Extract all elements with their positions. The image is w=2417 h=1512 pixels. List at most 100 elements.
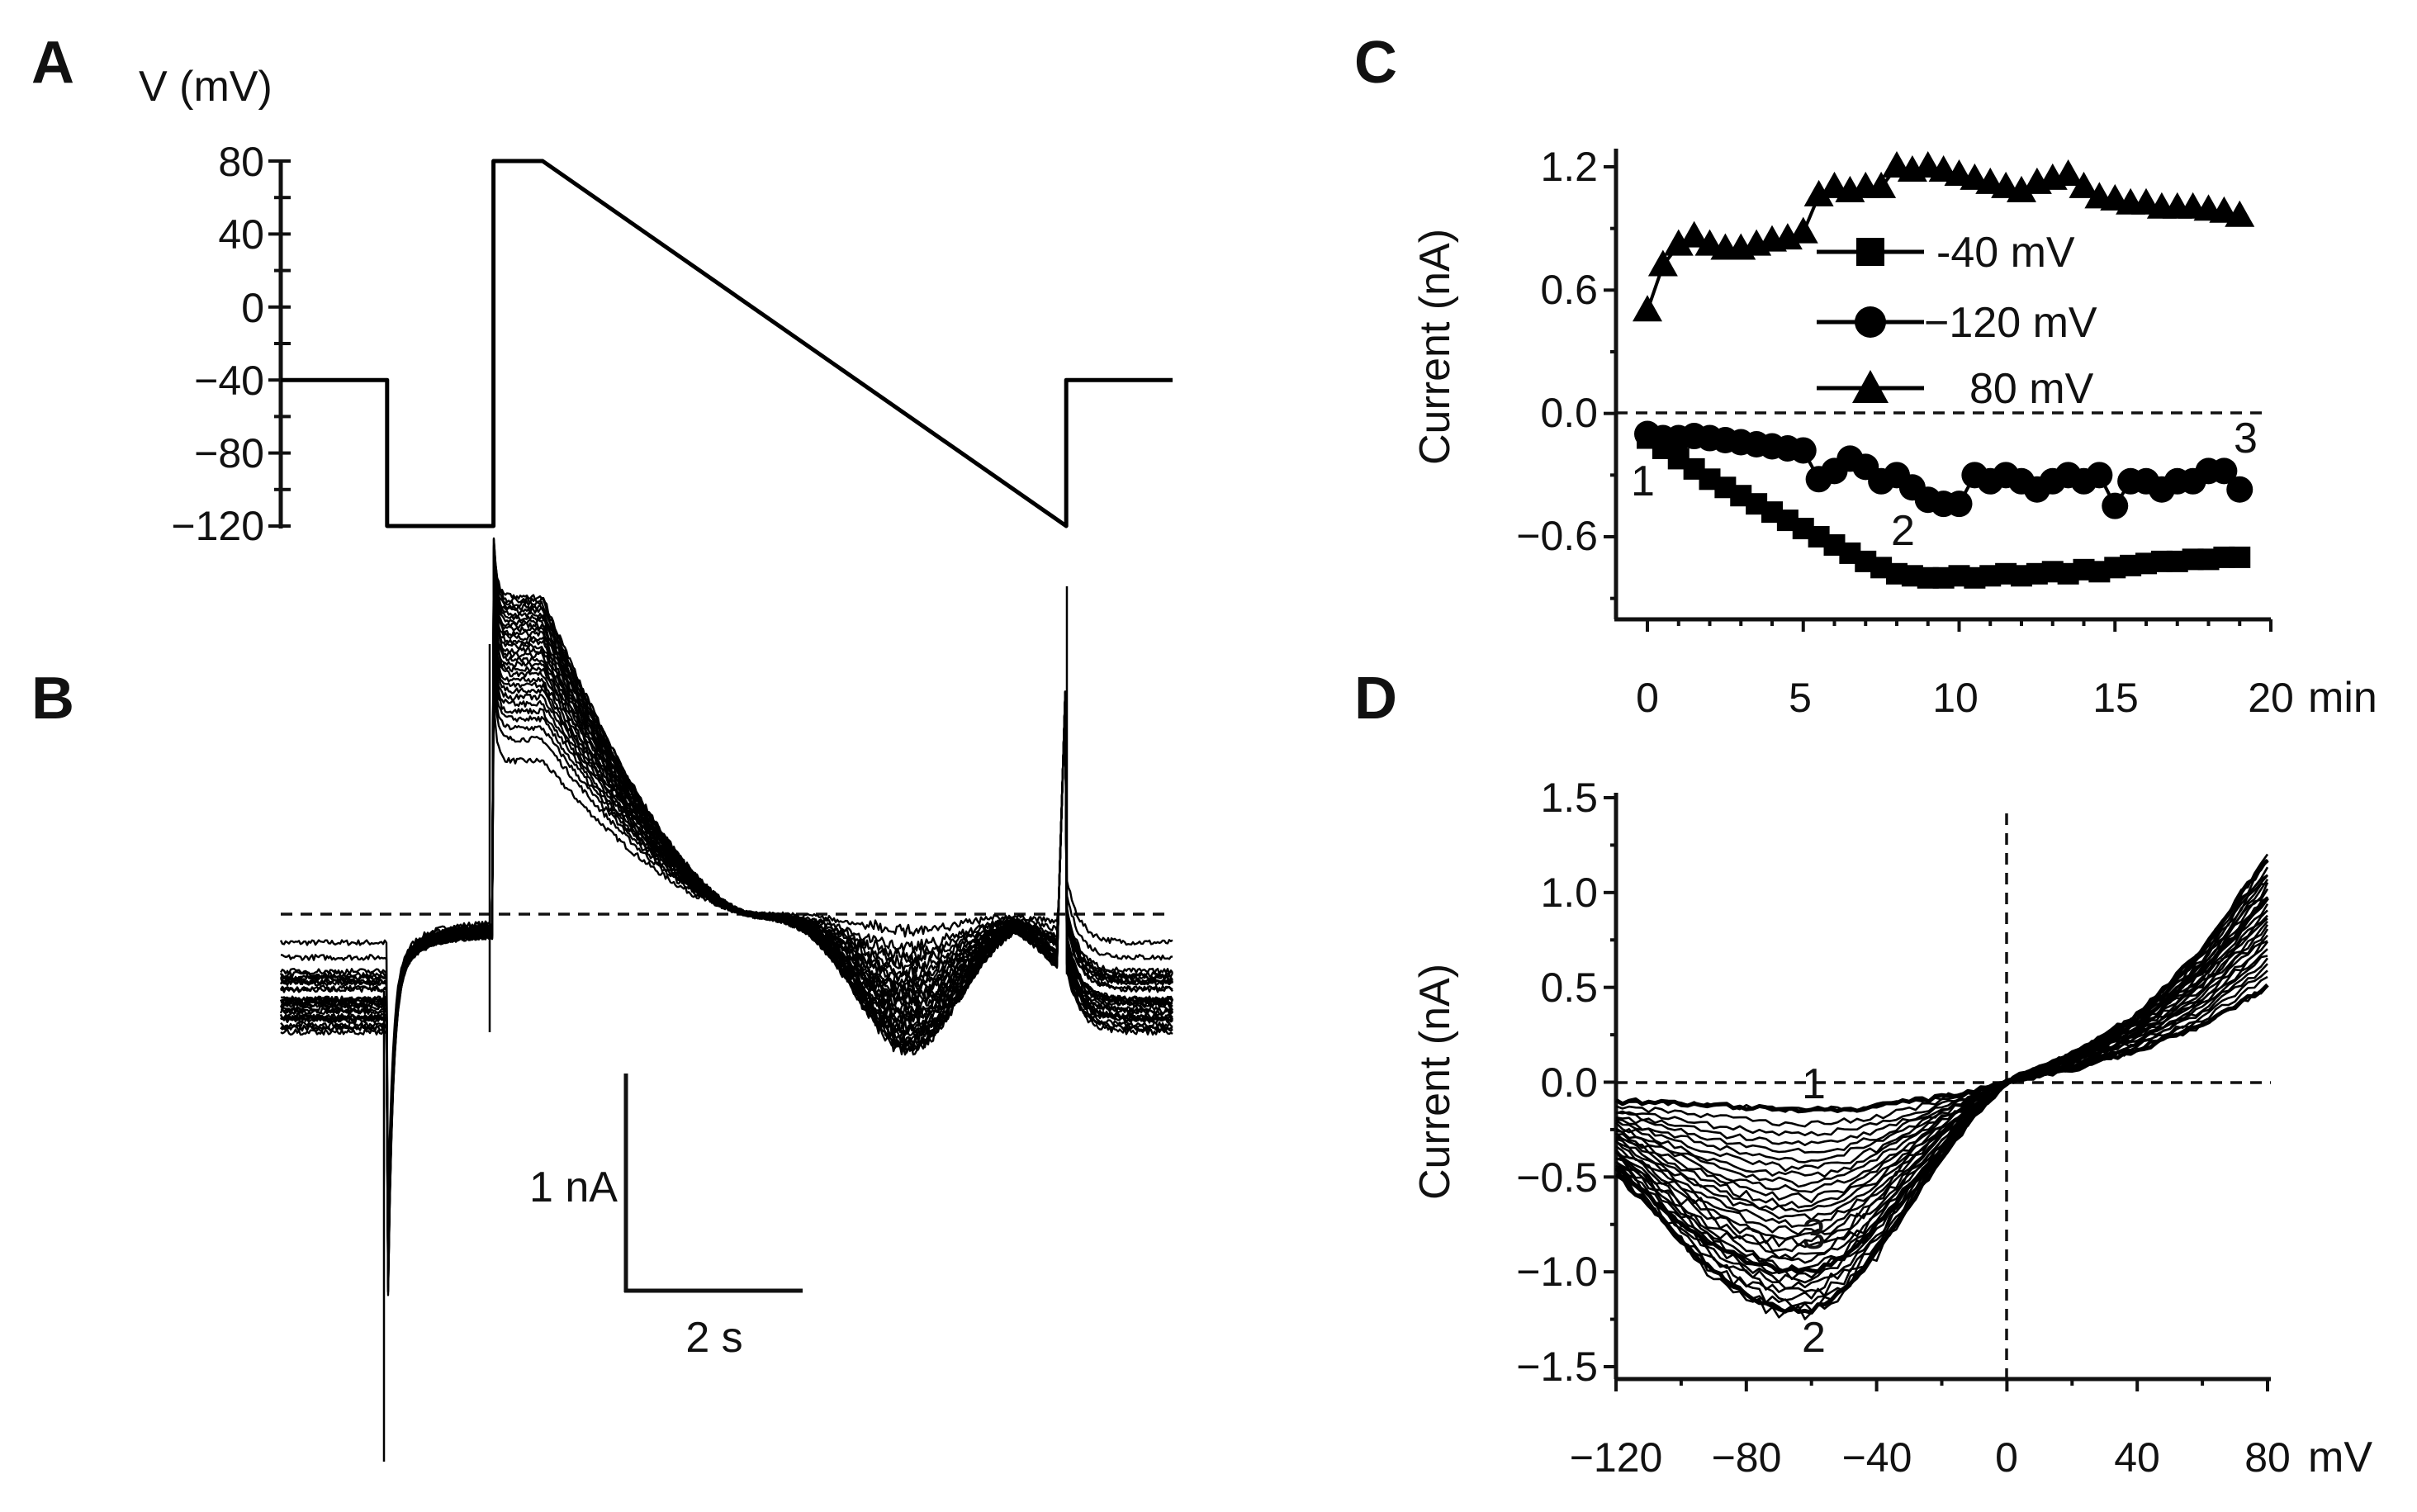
panel-d-x-tick-label: 0 [1995, 1434, 2018, 1481]
panel-b-scale-bar: 1 nA 2 s [529, 1074, 803, 1362]
panel-c-y-tick-label: 0.6 [1540, 267, 1598, 313]
panel-c-point-triangle [1679, 220, 1709, 248]
panel-d-y-tick-label: −1.0 [1516, 1249, 1598, 1295]
panel-letter-b: B [31, 666, 74, 732]
panel-c-annotation-2: 2 [1891, 507, 1915, 555]
panel-d-gray-trace [1615, 924, 2269, 1209]
panel-d-y-tick-labels: 1.5 1.0 0.5 0.0 −0.5 −1.0 −1.5 [1516, 775, 1598, 1390]
panel-d-y-tick-label: −0.5 [1516, 1154, 1598, 1201]
panel-d-highlighted-trace [1614, 983, 2269, 1114]
panel-a-y-axis-label: V (mV) [139, 63, 273, 111]
panel-c-point-triangle [1633, 295, 1662, 322]
legend-label-minus40: -40 mV [1936, 229, 2075, 277]
panel-d-y-tick-label: 0.0 [1540, 1059, 1598, 1106]
panel-a-voltage-protocol-line [281, 159, 1173, 528]
panel-b-current-trace [280, 576, 1173, 1276]
panel-letter-c: C [1354, 30, 1397, 96]
panel-c-x-tick-labels: 0 5 10 15 20 [1636, 675, 2294, 721]
panel-c-point-circle [2102, 492, 2129, 519]
panel-c-x-tick-label: 5 [1789, 675, 1812, 721]
panel-d-y-tick-label: 1.0 [1540, 870, 1598, 916]
panel-b-current-traces [279, 537, 1174, 1462]
panel-d-x-tick-label: 40 [2114, 1434, 2160, 1481]
panel-c-point-circle [2211, 457, 2238, 485]
panel-letter-d: D [1354, 666, 1397, 732]
panel-a-y-tick-label: 0 [241, 285, 264, 331]
panel-d-highlighted-traces [1614, 858, 2270, 1315]
panel-c-point-triangle [1663, 229, 1694, 256]
scale-bar-time-label: 2 s [685, 1314, 742, 1362]
panel-b: B 1 nA 2 s [31, 537, 1174, 1462]
panel-d-highlighted-trace [1614, 896, 2270, 1275]
panel-d-annotation-2: 2 [1802, 1314, 1826, 1362]
scale-bar-current-label: 1 nA [529, 1164, 618, 1211]
panel-c-point-circle [2226, 476, 2253, 503]
panel-d-gray-trace [1615, 882, 2269, 1273]
panel-c-point-triangle [2007, 175, 2036, 202]
panel-a-y-tick-label: 80 [218, 139, 264, 185]
panel-d-gray-trace [1615, 934, 2268, 1193]
panel-d-gray-trace [1615, 903, 2269, 1240]
panel-d-gray-trace [1615, 955, 2268, 1164]
panel-b-current-trace [280, 564, 1173, 1278]
panel-a-y-tick-label: −80 [194, 430, 264, 476]
panel-c-y-tick-label: −0.6 [1516, 513, 1598, 559]
panel-c-point-triangle [2053, 159, 2083, 186]
panel-c-point-circle [1945, 491, 1973, 518]
panel-c-y-tick-labels: 1.2 0.6 0.0 −0.6 [1516, 144, 1598, 559]
panel-c-y-tick-label: 1.2 [1540, 144, 1598, 190]
panel-d-x-tick-labels: −120 −80 −40 0 40 80 [1570, 1434, 2291, 1481]
panel-d-gray-trace [1615, 896, 2269, 1260]
panel-d: D Current (nA) 1.5 1.0 0.5 0.0 −0.5 −1.0… [1354, 666, 2372, 1481]
panel-c-point-triangle [2069, 171, 2099, 198]
legend-marker-circle [1855, 306, 1886, 338]
panel-c-y-axis-label: Current (nA) [1411, 229, 1459, 465]
panel-d-gray-trace [1615, 940, 2268, 1188]
panel-d-x-tick-label: 80 [2244, 1434, 2291, 1481]
panel-c-point-triangle [2225, 200, 2255, 227]
panel-a-y-tick-label: −120 [171, 503, 264, 549]
panel-d-gray-trace [1615, 985, 2268, 1113]
panel-c-point-circle [2086, 462, 2113, 489]
panel-c-ticks [1604, 165, 2272, 632]
panel-d-x-tick-label: −120 [1570, 1434, 1663, 1481]
panel-d-y-tick-label: 0.5 [1540, 965, 1598, 1011]
panel-c-x-tick-label: 10 [1932, 675, 1979, 721]
panel-c-annotation-1: 1 [1631, 457, 1655, 505]
panel-c-point-triangle [1647, 249, 1678, 277]
panel-d-gray-traces [1614, 853, 2269, 1320]
panel-a-y-tick-label: −40 [194, 358, 264, 404]
panel-d-y-tick-label: −1.5 [1516, 1344, 1598, 1390]
panel-d-gray-trace [1615, 920, 2268, 1213]
panel-c-point-triangle [1866, 171, 1897, 198]
panel-d-highlighted-trace [1615, 858, 2269, 1315]
panel-a-y-tick-label: 40 [218, 211, 264, 258]
legend-marker-square [1856, 238, 1884, 266]
panel-d-y-axis-label: Current (nA) [1411, 964, 1459, 1200]
legend-marker-triangle [1852, 370, 1889, 403]
panel-d-x-axis-label: mV [2308, 1434, 2372, 1481]
panel-c-x-axis-label: min [2308, 674, 2377, 722]
panel-c-point-triangle [1788, 216, 1818, 244]
panel-d-x-tick-label: −80 [1712, 1434, 1782, 1481]
panel-c-point-circle [1789, 437, 1817, 464]
panel-letter-a: A [31, 30, 74, 96]
panel-d-annotations: 1 3 2 [1802, 1060, 1826, 1362]
panel-d-annotation-3: 3 [1802, 1211, 1826, 1258]
panel-b-current-trace [280, 538, 1173, 1296]
panel-d-gray-trace [1615, 898, 2268, 1248]
panel-c-point-square [2229, 546, 2251, 568]
panel-d-ticks [1604, 796, 2269, 1391]
panel-c-legend: -40 mV −120 mV 80 mV [1817, 229, 2097, 413]
panel-c-annotation-3: 3 [2234, 415, 2258, 462]
panel-d-x-tick-label: −40 [1842, 1434, 1912, 1481]
panel-d-gray-trace [1615, 957, 2269, 1154]
panel-a-y-tick-labels: 80 40 0 −40 −80 −120 [171, 139, 264, 549]
panel-c-x-tick-label: 0 [1636, 675, 1659, 721]
legend-label-minus120: −120 mV [1924, 299, 2097, 347]
panel-c-x-tick-label: 20 [2248, 675, 2294, 721]
panel-d-annotation-1: 1 [1802, 1060, 1826, 1108]
panel-c-annotations: 1 2 3 [1631, 415, 2258, 555]
legend-label-80: 80 mV [1969, 365, 2094, 413]
